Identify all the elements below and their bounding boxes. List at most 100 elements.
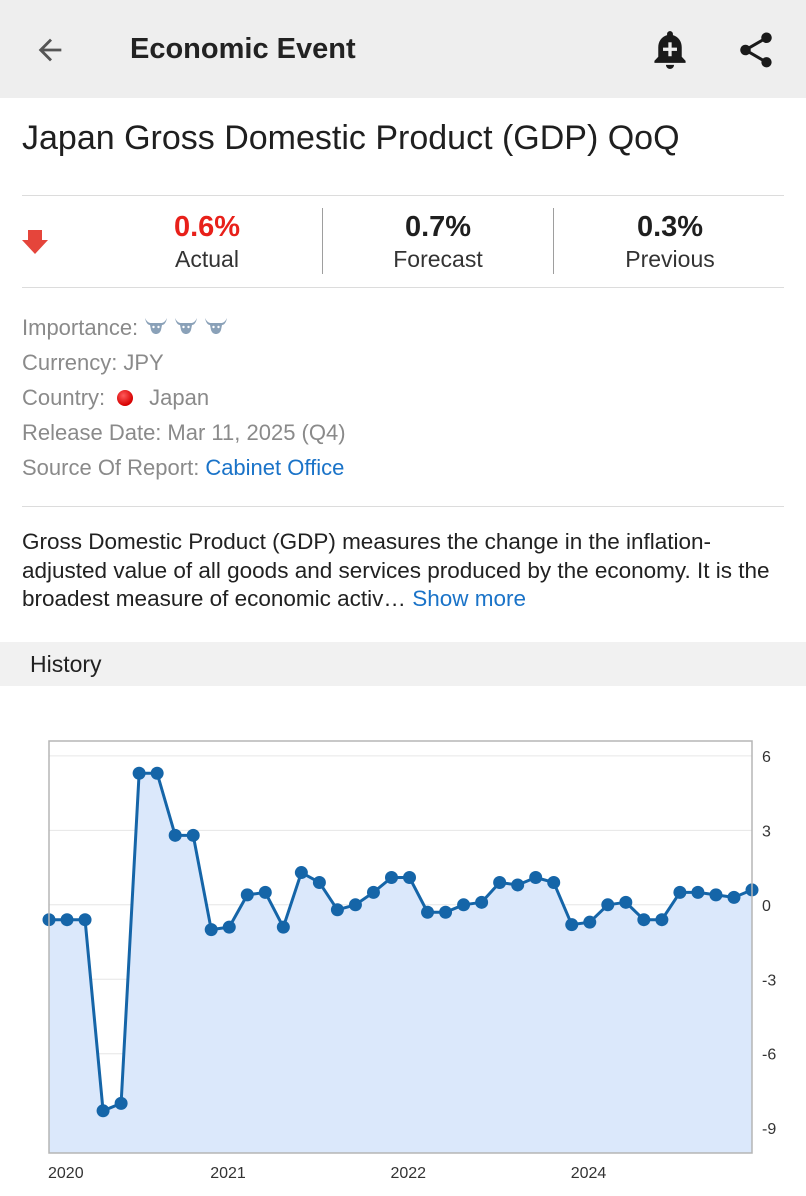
data-point	[330, 903, 344, 917]
event-title: Japan Gross Domestic Product (GDP) QoQ	[22, 119, 680, 157]
bell-plus-icon	[654, 31, 686, 69]
data-point	[240, 888, 254, 902]
app-bar: Economic Event	[0, 0, 806, 98]
data-point	[511, 878, 525, 892]
country-row: Country: Japan	[22, 380, 346, 415]
data-point	[78, 913, 92, 927]
previous-label: Previous	[625, 246, 715, 272]
data-point	[583, 915, 597, 929]
previous-stat: 0.3% Previous	[600, 210, 740, 274]
data-point	[132, 766, 146, 780]
release-date-row: Release Date: Mar 11, 2025 (Q4)	[22, 415, 346, 450]
description-text: Gross Domestic Product (GDP) measures th…	[22, 529, 770, 611]
release-date-value: Mar 11, 2025 (Q4)	[167, 419, 346, 445]
appbar-title: Economic Event	[130, 33, 356, 65]
x-tick-label: 2021	[210, 1165, 246, 1182]
data-point	[366, 885, 380, 899]
series-area	[49, 773, 752, 1153]
y-tick-label: 0	[762, 898, 771, 915]
currency-row: Currency: JPY	[22, 345, 346, 380]
arrow-down-icon	[22, 230, 48, 254]
history-header: History	[0, 642, 806, 686]
history-chart: 6 3 0 -3 -6 -9 2020 2021 2022 2024	[42, 740, 776, 1182]
data-point	[222, 920, 236, 934]
y-tick-label: 3	[762, 823, 771, 840]
data-point	[312, 875, 326, 889]
y-tick-label: -6	[762, 1047, 776, 1064]
stats-row: 0.6% Actual 0.7% Forecast 0.3% Previous	[22, 196, 784, 288]
data-point	[384, 871, 398, 885]
share-icon	[740, 32, 772, 68]
forecast-stat: 0.7% Forecast	[368, 210, 508, 274]
data-point	[421, 905, 435, 919]
divider	[22, 287, 784, 288]
currency-label: Currency:	[22, 349, 118, 375]
data-point	[60, 913, 74, 927]
previous-value: 0.3%	[636, 211, 704, 243]
back-button[interactable]	[28, 28, 72, 72]
history-title: History	[30, 651, 102, 677]
add-alert-button[interactable]	[644, 24, 696, 76]
data-point	[673, 885, 687, 899]
country-value: Japan	[149, 384, 210, 410]
release-date-label: Release Date:	[22, 419, 162, 445]
data-point	[727, 890, 741, 904]
stat-separator	[322, 208, 323, 274]
forecast-value: 0.7%	[404, 211, 472, 243]
show-more-link[interactable]: Show more	[412, 586, 526, 611]
data-point	[204, 923, 218, 937]
importance-row: Importance:	[22, 310, 346, 345]
data-point	[96, 1104, 110, 1118]
actual-label: Actual	[175, 246, 239, 272]
data-point	[258, 885, 272, 899]
forecast-label: Forecast	[393, 246, 483, 272]
y-tick-label: 6	[762, 749, 771, 766]
arrow-back-icon	[38, 38, 62, 62]
bull-icon	[144, 312, 168, 344]
data-point	[294, 866, 308, 880]
divider	[22, 195, 784, 196]
bull-icon	[204, 312, 228, 344]
actual-value: 0.6%	[173, 211, 241, 243]
event-info: Importance: Currency: JPY Country: Japan…	[22, 310, 346, 485]
source-label: Source Of Report:	[22, 454, 200, 480]
y-tick-label: -3	[762, 972, 776, 989]
data-point	[601, 898, 615, 912]
y-tick-label: -9	[762, 1121, 776, 1138]
currency-value: JPY	[123, 349, 164, 375]
data-point	[150, 766, 164, 780]
data-point	[186, 828, 200, 842]
data-point	[493, 875, 507, 889]
data-point	[529, 871, 543, 885]
data-point	[276, 920, 290, 934]
importance-label: Importance:	[22, 314, 139, 340]
data-point	[709, 888, 723, 902]
share-button[interactable]	[730, 24, 782, 76]
data-point	[619, 895, 633, 909]
x-tick-label: 2020	[48, 1165, 84, 1182]
data-point	[565, 918, 579, 932]
data-point	[655, 913, 669, 927]
data-point	[403, 871, 417, 885]
data-point	[114, 1096, 128, 1110]
stat-separator	[553, 208, 554, 274]
x-tick-label: 2024	[571, 1165, 607, 1182]
source-link[interactable]: Cabinet Office	[205, 454, 345, 480]
event-description: Gross Domestic Product (GDP) measures th…	[22, 528, 792, 614]
actual-stat: 0.6% Actual	[142, 210, 272, 274]
data-point	[637, 913, 651, 927]
data-point	[547, 875, 561, 889]
series-line	[49, 771, 753, 1113]
bull-icon	[174, 312, 198, 344]
data-point	[439, 905, 453, 919]
japan-flag-icon	[117, 389, 134, 406]
x-tick-label: 2022	[390, 1165, 426, 1182]
data-point	[475, 895, 489, 909]
divider	[22, 506, 784, 507]
plot-frame	[48, 740, 753, 1154]
country-label: Country:	[22, 384, 106, 410]
data-point	[691, 885, 705, 899]
data-point	[348, 898, 362, 912]
source-row: Source Of Report: Cabinet Office	[22, 450, 346, 485]
data-point	[457, 898, 471, 912]
